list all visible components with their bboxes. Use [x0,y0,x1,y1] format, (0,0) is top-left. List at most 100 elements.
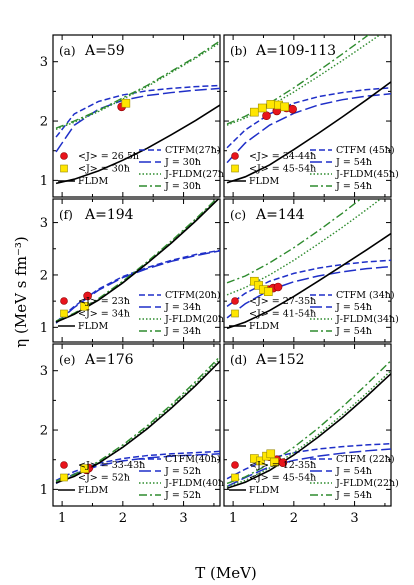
series-green-dashdot [226,35,370,125]
series-blue-dash [226,87,391,149]
x-tick-label: 1 [229,511,237,526]
series-black-solid [226,232,391,330]
series-black-solid [55,360,220,484]
series-green-dashdot [55,355,220,482]
series-blue-longdash [55,250,220,324]
ticks [224,344,391,506]
y-tick-label: 1 [40,321,48,336]
x-tick-label: 3 [350,511,358,526]
legend-label: <J> = 30ħ [78,164,130,175]
series-blue-longdash [226,448,391,488]
series-blue-longdash [226,93,391,164]
data-point-red [262,111,271,121]
legend-label: <J> = 34ħ [78,309,130,320]
x-tick-label: 3 [179,511,187,526]
series-black-solid [226,81,391,184]
y-tick-label: 3 [40,216,48,231]
legend-label: J = 54ħ [335,490,372,501]
legend-label: CTFM (34ħ) [336,290,395,301]
data-point-yellow [80,464,89,473]
ticks [53,199,220,342]
legend-label: J-FLDM(20ħ) [164,314,228,325]
data-point-yellow [264,287,273,297]
panel-label: (c) [230,208,246,222]
legend-label: CTFM (22ħ) [336,454,395,465]
curves [226,199,391,330]
panel-label: (a) [59,44,76,58]
curves [226,360,391,489]
series-black-solid [226,373,391,489]
y-axis-label: η (MeV s fm⁻³) [12,236,30,347]
curves [55,355,220,485]
legend-label: J = 30ħ [164,157,201,168]
legend-label: J-FLDM(34ħ) [335,314,399,325]
legend-label: J = 54ħ [335,466,372,477]
legend-label: J = 54ħ [335,326,372,337]
nucleus-title: A=152 [255,352,305,368]
legend-label: CTFM(40ħ) [165,454,221,465]
data-point-red [278,458,288,467]
ticks [224,199,391,342]
series-blue-dash [55,249,220,323]
series-blue-longdash [55,87,220,153]
data-point-yellow [256,456,265,466]
legend-label: <J> = 23ħ [78,296,130,307]
legend-label: FLDM [249,176,280,187]
series-green-dashdot [55,40,220,129]
y-tick-label: 2 [40,424,48,439]
legend-label: J-FLDM(22ħ) [335,478,399,489]
legend-label: J = 34ħ [164,326,201,337]
data-point-yellow [250,107,259,117]
legend-label: FLDM [78,321,109,332]
data-point-yellow [266,449,276,459]
legend-label: FLDM [249,321,280,332]
panel-label: (e) [59,353,75,367]
nucleus-title: A=59 [84,43,125,59]
data-point-red [83,291,92,301]
legend-label: <J> = 26.5ħ [78,151,139,162]
series-green-dashdot [226,360,391,485]
curves [55,199,220,324]
series-blue-longdash [226,265,391,319]
legend-label: J-FLDM(45ħ) [335,169,399,180]
x-tick-label: 2 [290,511,298,526]
series-blue-dash [55,84,220,138]
nucleus-title: A=144 [255,207,305,223]
legend-label: CTFM(20ħ) [165,290,221,301]
legend-label: <J> = 34-44ħ [249,151,316,162]
legend-label: <J> = 45-54ħ [249,473,316,484]
data-point-yellow [80,302,89,311]
x-tick-label: 1 [58,511,66,526]
y-tick-label: 3 [40,364,48,379]
legend-label: J = 52ħ [164,490,201,501]
panel-grid: 1 2 3 (a) A=59 <J> = 26.5ħ <J> = 30ħ FLDM CTFM(2… [40,34,399,526]
data-point-yellow [121,98,131,108]
nucleus-title: A=194 [84,207,134,223]
nucleus-title: A=109-113 [255,43,336,59]
legend-label: J = 54ħ [335,181,372,192]
legend-label: <J> = 33-43ħ [78,460,145,471]
legend-label: <J> = 41-54ħ [249,309,316,320]
x-axis-label: T (MeV) [195,564,257,582]
legend-label: J = 30ħ [164,181,201,192]
legend-label: <J> = 12-35ħ [249,460,316,471]
curves [55,40,220,185]
y-tick-label: 1 [40,483,48,498]
legend-label: J = 34ħ [164,302,201,313]
legend-label: <J> = 45-54ħ [249,164,316,175]
data-point-yellow [266,100,276,109]
legend-label: J-FLDM(27ħ) [164,169,228,180]
